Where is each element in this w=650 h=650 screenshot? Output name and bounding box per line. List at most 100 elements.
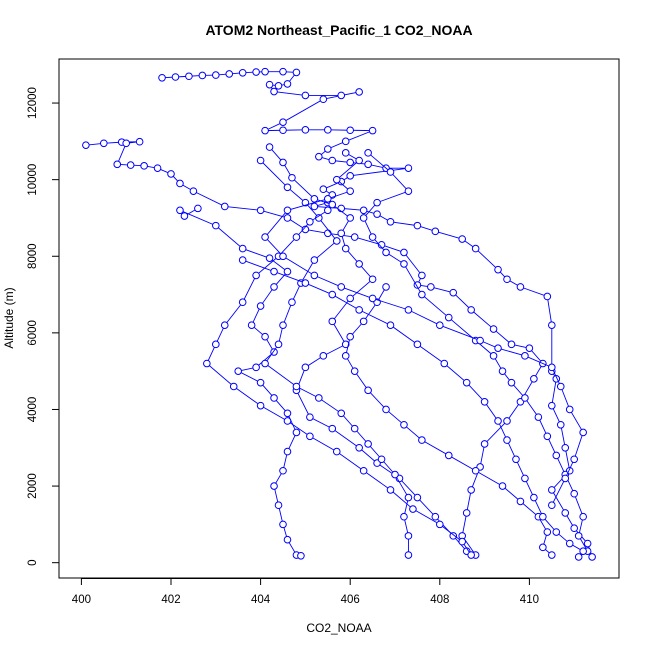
data-point (252, 363, 260, 372)
data-point (292, 68, 301, 77)
data-point (341, 352, 350, 360)
data-point (548, 486, 556, 494)
data-point (126, 161, 135, 169)
data-point (310, 195, 319, 203)
data-point (570, 489, 579, 498)
x-tick-label: 410 (520, 594, 539, 606)
data-point (521, 474, 529, 483)
data-point (328, 156, 337, 165)
data-point (449, 532, 458, 540)
data-point (283, 183, 292, 192)
data-point (256, 206, 265, 215)
data-point (341, 149, 350, 157)
data-point (185, 72, 193, 81)
data-point (203, 359, 211, 368)
data-point (337, 283, 346, 291)
data-point (100, 139, 108, 148)
data-point (574, 532, 583, 540)
data-point (252, 271, 260, 280)
data-point (292, 382, 301, 391)
data-point (436, 321, 444, 330)
data-point (315, 152, 323, 161)
data-point (525, 344, 534, 352)
data-point (122, 139, 130, 148)
data-point (539, 543, 547, 552)
data-point (503, 417, 511, 425)
data-point (198, 71, 207, 80)
data-point (274, 340, 283, 349)
data-point (346, 126, 355, 135)
data-point (270, 482, 278, 490)
data-point (310, 202, 319, 211)
data-point (570, 455, 579, 464)
data-point (324, 126, 332, 134)
data-point (480, 440, 489, 448)
data-point (234, 367, 242, 375)
data-point (418, 271, 426, 280)
data-point (279, 67, 287, 76)
data-point (212, 71, 220, 79)
data-point (377, 455, 386, 464)
data-point (521, 352, 529, 360)
data-point (400, 512, 408, 521)
data-point (220, 202, 229, 211)
data-point (588, 553, 596, 561)
data-point (462, 509, 471, 517)
series-line (260, 160, 409, 556)
data-point (346, 332, 355, 341)
data-point (176, 206, 184, 215)
series-10 (261, 149, 587, 510)
series-5 (256, 156, 413, 559)
data-point (261, 126, 269, 135)
data-point (494, 265, 502, 274)
data-point (413, 493, 422, 502)
data-point (413, 221, 422, 230)
data-point (265, 143, 274, 151)
x-tick-label: 406 (341, 594, 360, 606)
data-point (543, 528, 552, 536)
data-point (306, 413, 314, 421)
data-point (297, 551, 305, 560)
data-point (310, 256, 319, 264)
data-point (507, 378, 516, 387)
data-point (301, 279, 310, 287)
data-point (471, 466, 480, 475)
series-1 (158, 67, 596, 561)
data-point (332, 175, 341, 184)
data-point (400, 420, 408, 429)
data-point (355, 306, 363, 314)
y-tick-label: 6000 (27, 320, 39, 346)
data-point (404, 493, 413, 502)
data-point (373, 198, 381, 207)
data-point (288, 173, 296, 182)
data-point (238, 298, 247, 307)
data-point (350, 233, 359, 241)
series-4 (265, 143, 471, 555)
x-tick-label: 404 (251, 594, 271, 606)
data-point (521, 394, 529, 402)
data-point (279, 252, 287, 261)
data-point (355, 260, 363, 268)
data-point (261, 233, 269, 241)
data-point (386, 168, 395, 176)
data-point (512, 455, 520, 464)
x-axis: 400 402 404 406 408 410 (72, 578, 539, 606)
x-tick-label: 408 (430, 594, 449, 606)
data-point (270, 87, 278, 96)
data-point (386, 321, 395, 330)
data-point (171, 73, 180, 81)
data-point (261, 67, 269, 76)
series-line (162, 71, 593, 558)
data-point (301, 126, 310, 134)
data-point (431, 512, 440, 521)
data-point (498, 482, 507, 490)
data-point (252, 68, 260, 76)
data-point (346, 158, 355, 167)
data-point (386, 486, 395, 494)
data-point (279, 126, 287, 135)
data-point (503, 275, 511, 284)
data-point (180, 212, 189, 220)
series-6 (359, 149, 592, 561)
data-point (368, 275, 377, 284)
